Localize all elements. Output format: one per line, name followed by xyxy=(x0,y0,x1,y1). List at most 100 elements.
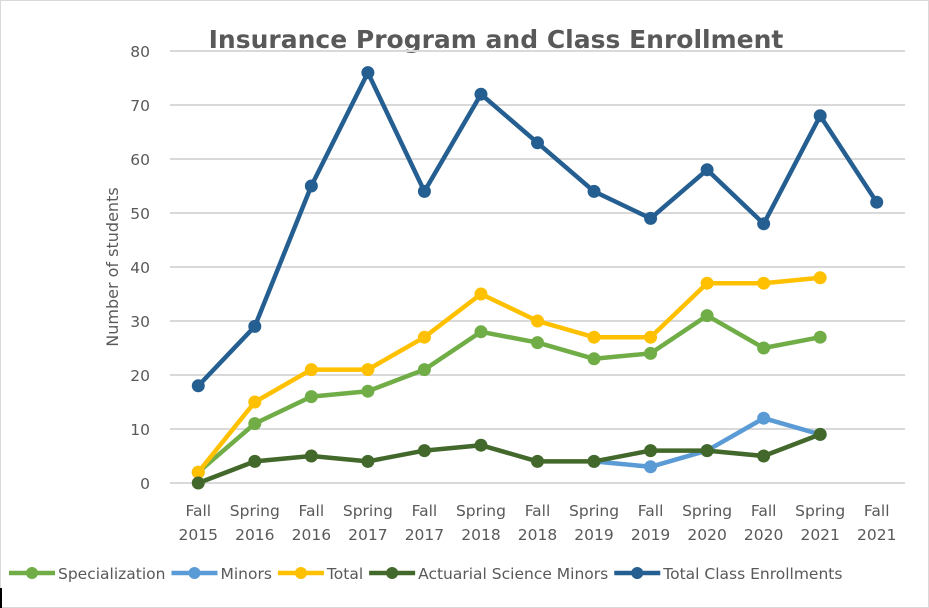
x-tick-label: Spring 2016 xyxy=(230,502,280,544)
x-tick-label-line: 2021 xyxy=(800,526,839,544)
x-tick-label-line: 2018 xyxy=(461,526,500,544)
legend-marker-icon xyxy=(188,567,201,579)
legend-item[interactable]: Specialization xyxy=(9,565,165,583)
data-point[interactable] xyxy=(304,363,318,377)
data-point[interactable] xyxy=(417,444,431,458)
data-point[interactable] xyxy=(304,179,318,193)
data-point[interactable] xyxy=(757,341,771,355)
data-point[interactable] xyxy=(813,427,827,441)
series-line xyxy=(591,415,823,470)
data-point[interactable] xyxy=(417,330,431,344)
y-tick-label: 30 xyxy=(130,313,150,331)
x-tick-label: Spring 2018 xyxy=(456,502,506,544)
x-tick-label: Fall 2019 xyxy=(631,502,670,544)
legend-label: Actuarial Science Minors xyxy=(418,565,608,583)
data-point[interactable] xyxy=(531,136,544,150)
x-tick-label: Fall 2015 xyxy=(179,502,218,544)
data-point[interactable] xyxy=(361,363,375,377)
data-point[interactable] xyxy=(248,319,262,333)
data-point[interactable] xyxy=(417,363,431,377)
data-point[interactable] xyxy=(531,314,544,328)
data-point[interactable] xyxy=(813,271,827,285)
x-tick-label-line: Fall xyxy=(412,502,438,520)
legend-item[interactable]: Actuarial Science Minors xyxy=(369,565,608,583)
data-point[interactable] xyxy=(304,449,318,463)
x-tick-label-line: Spring xyxy=(569,502,619,520)
data-point[interactable] xyxy=(587,184,601,198)
data-point[interactable] xyxy=(248,454,262,468)
x-tick-label: Fall 2016 xyxy=(292,502,331,544)
y-tick-label: 0 xyxy=(140,475,150,493)
data-point[interactable] xyxy=(474,325,488,339)
legend-label: Specialization xyxy=(58,565,165,583)
data-point[interactable] xyxy=(757,276,771,290)
legend-item[interactable]: Total xyxy=(277,565,363,583)
data-point[interactable] xyxy=(191,379,205,393)
legend-label: Total xyxy=(326,565,363,583)
x-tick-label-line: 2017 xyxy=(405,526,444,544)
x-tick-label: Fall 2020 xyxy=(744,502,783,544)
data-point[interactable] xyxy=(700,444,714,458)
legend-item[interactable]: Minors xyxy=(171,565,272,583)
y-tick-label: 20 xyxy=(130,367,150,385)
y-tick-label: 10 xyxy=(130,421,150,439)
data-point[interactable] xyxy=(248,417,262,431)
data-point[interactable] xyxy=(587,352,601,366)
data-point[interactable] xyxy=(474,438,488,452)
series-specialization xyxy=(191,309,827,479)
legend-marker-icon xyxy=(386,567,399,579)
data-point[interactable] xyxy=(700,276,714,290)
data-point[interactable] xyxy=(361,66,375,80)
legend: Specialization Minors Total Actuarial Scien… xyxy=(9,565,842,583)
chart-title: Insurance Program and Class Enrollment xyxy=(209,25,784,54)
data-point[interactable] xyxy=(813,109,827,123)
data-point[interactable] xyxy=(417,184,431,198)
gridlines xyxy=(170,50,905,484)
data-point[interactable] xyxy=(191,465,205,479)
data-point[interactable] xyxy=(700,163,714,177)
series-lines xyxy=(191,66,884,490)
data-point[interactable] xyxy=(700,309,714,323)
y-tick-label: 70 xyxy=(130,97,150,115)
x-tick-label-line: Spring xyxy=(343,502,393,520)
data-point[interactable] xyxy=(644,346,658,360)
legend-marker-icon xyxy=(294,567,307,579)
data-point[interactable] xyxy=(757,217,771,231)
series-actuarial-science-minors xyxy=(191,427,827,490)
x-tick-label-line: Spring xyxy=(682,502,732,520)
x-tick-label-line: Spring xyxy=(795,502,845,520)
data-point[interactable] xyxy=(531,336,544,350)
data-point[interactable] xyxy=(644,444,658,458)
data-point[interactable] xyxy=(587,454,601,468)
series-minors xyxy=(587,411,827,474)
data-point[interactable] xyxy=(248,395,262,409)
data-point[interactable] xyxy=(587,330,601,344)
data-point[interactable] xyxy=(644,330,658,344)
y-tick-label: 50 xyxy=(130,205,150,223)
data-point[interactable] xyxy=(757,411,771,425)
data-point[interactable] xyxy=(644,460,658,474)
x-tick-label-line: Fall xyxy=(525,502,551,520)
x-tick-label-line: 2019 xyxy=(574,526,613,544)
data-point[interactable] xyxy=(361,384,375,398)
x-tick-label-line: Fall xyxy=(638,502,664,520)
data-point[interactable] xyxy=(644,211,658,225)
data-point[interactable] xyxy=(191,476,205,490)
data-point[interactable] xyxy=(813,330,827,344)
data-point[interactable] xyxy=(870,195,884,209)
data-point[interactable] xyxy=(304,390,318,404)
x-tick-label-line: 2017 xyxy=(348,526,387,544)
data-point[interactable] xyxy=(757,449,771,463)
data-point[interactable] xyxy=(474,287,488,301)
data-point[interactable] xyxy=(474,87,488,101)
legend-marker-icon xyxy=(26,567,38,579)
series-total xyxy=(191,271,827,479)
y-tick-label: 60 xyxy=(130,151,150,169)
data-point[interactable] xyxy=(531,454,544,468)
legend-item[interactable]: Total Class Enrollments xyxy=(614,565,842,583)
series-line xyxy=(196,275,823,475)
legend-label: Total Class Enrollments xyxy=(662,565,842,583)
data-point[interactable] xyxy=(361,454,375,468)
x-tick-label-line: 2018 xyxy=(518,526,557,544)
